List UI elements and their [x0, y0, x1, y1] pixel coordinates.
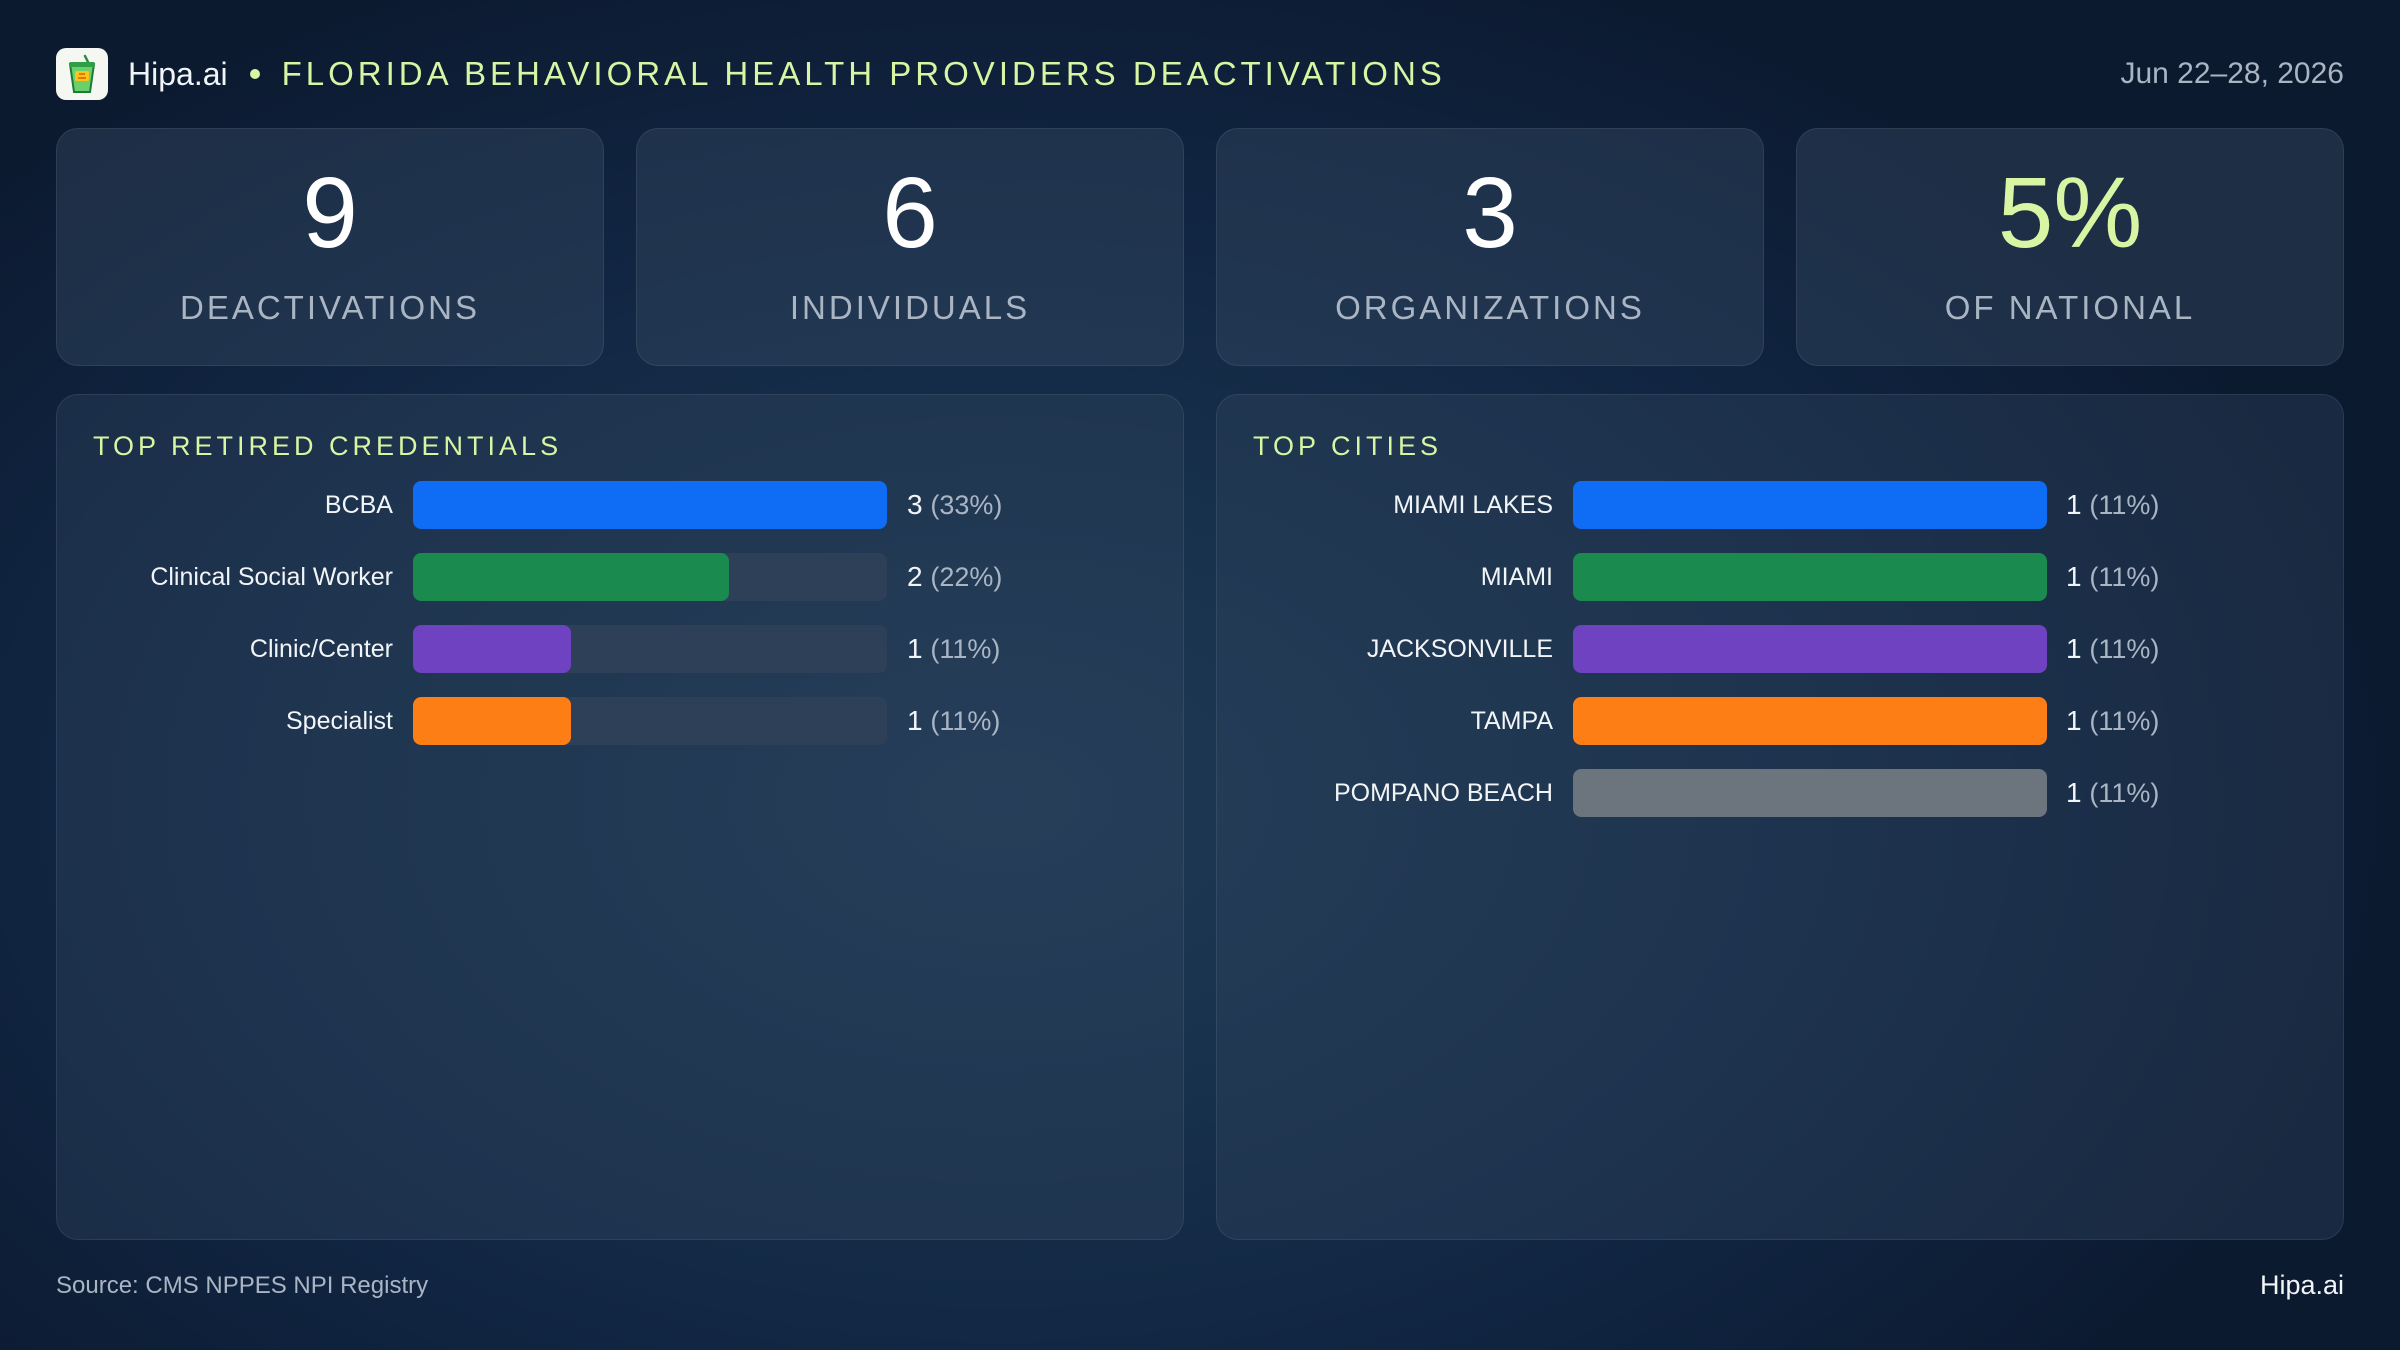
- bar-label: POMPANO BEACH: [1333, 779, 1553, 807]
- cities-chart-panel: TOP CITIES MIAMI LAKES 1 (11%) MIAMI 1 (11%…: [1216, 394, 2344, 1240]
- bar-percent: (11%): [2089, 778, 2160, 808]
- bar: [413, 553, 729, 601]
- bar-percent: (22%): [930, 562, 1003, 592]
- bar-percent: (11%): [2089, 706, 2160, 736]
- bar-label: TAMPA: [1470, 707, 1553, 735]
- bar-row: TAMPA 1 (11%): [1217, 697, 2345, 745]
- header: Hipa.ai FLORIDA BEHAVIORAL HEALTH PROVID…: [56, 46, 2344, 102]
- bar: [413, 625, 571, 673]
- stat-value: 3: [1462, 157, 1518, 269]
- bar-row: Clinic/Center 1 (11%): [57, 625, 1185, 673]
- bar-count: 1: [2066, 705, 2082, 736]
- stat-label: ORGANIZATIONS: [1335, 289, 1645, 326]
- chart-title: TOP CITIES: [1253, 431, 1443, 461]
- bar-row: JACKSONVILLE 1 (11%): [1217, 625, 2345, 673]
- bar: [1573, 625, 2047, 673]
- bar: [1573, 697, 2047, 745]
- bar-value-label: 1 (11%): [2066, 481, 2159, 529]
- bar-count: 1: [907, 633, 923, 664]
- bar-label: Clinical Social Worker: [150, 563, 393, 591]
- drink-cup-icon: [56, 48, 108, 100]
- bar-row: Clinical Social Worker 2 (22%): [57, 553, 1185, 601]
- bar-percent: (11%): [2089, 634, 2160, 664]
- bar-count: 2: [907, 561, 923, 592]
- bar-value-label: 1 (11%): [907, 625, 1000, 673]
- bar: [413, 481, 887, 529]
- bar-count: 3: [907, 489, 923, 520]
- bar-value-label: 3 (33%): [907, 481, 1002, 529]
- bar-value-label: 1 (11%): [2066, 697, 2159, 745]
- stat-value: 9: [302, 157, 358, 269]
- bar-count: 1: [2066, 489, 2082, 520]
- date-range: Jun 22–28, 2026: [2120, 57, 2344, 90]
- bar-label: MIAMI: [1480, 563, 1553, 591]
- bar: [413, 697, 571, 745]
- bar-label: MIAMI LAKES: [1393, 491, 1553, 519]
- bar-track: [1573, 697, 2047, 745]
- footer-brand: Hipa.ai: [2259, 1270, 2344, 1300]
- bar-row: MIAMI 1 (11%): [1217, 553, 2345, 601]
- bar: [1573, 553, 2047, 601]
- bar-track: [1573, 625, 2047, 673]
- page-title: FLORIDA BEHAVIORAL HEALTH PROVIDERS DEAC…: [281, 55, 1446, 92]
- bar-value-label: 1 (11%): [2066, 625, 2159, 673]
- bar-track: [413, 625, 887, 673]
- bar-count: 1: [2066, 561, 2082, 592]
- bar-count: 1: [907, 705, 923, 736]
- bar-track: [1573, 481, 2047, 529]
- bar-row: Specialist 1 (11%): [57, 697, 1185, 745]
- bar-row: MIAMI LAKES 1 (11%): [1217, 481, 2345, 529]
- bar-track: [413, 697, 887, 745]
- bar-value-label: 1 (11%): [2066, 553, 2159, 601]
- bar-label: JACKSONVILLE: [1366, 635, 1553, 663]
- bar-percent: (11%): [930, 634, 1001, 664]
- stat-value: 6: [882, 157, 938, 269]
- bar-value-label: 1 (11%): [2066, 769, 2159, 817]
- stat-label: DEACTIVATIONS: [180, 289, 480, 326]
- brand-name: Hipa.ai: [128, 55, 228, 92]
- bar-value-label: 1 (11%): [907, 697, 1000, 745]
- chart-title: TOP RETIRED CREDENTIALS: [93, 431, 563, 461]
- bar-row: BCBA 3 (33%): [57, 481, 1185, 529]
- stat-label: INDIVIDUALS: [789, 289, 1031, 326]
- bar-track: [1573, 769, 2047, 817]
- stat-label: OF NATIONAL: [1944, 289, 2196, 326]
- bar-percent: (11%): [930, 706, 1001, 736]
- bar: [1573, 769, 2047, 817]
- bar-value-label: 2 (22%): [907, 553, 1002, 601]
- stat-value: 5%: [1997, 157, 2143, 269]
- bar-percent: (11%): [2089, 562, 2160, 592]
- bar-track: [413, 481, 887, 529]
- source-note: Source: CMS NPPES NPI Registry: [56, 1272, 429, 1299]
- bar-count: 1: [2066, 777, 2082, 808]
- bar-label: BCBA: [324, 491, 393, 519]
- stat-card-individuals: 6 INDIVIDUALS: [636, 128, 1184, 366]
- separator-dot: [249, 69, 260, 79]
- stat-card-deactivations: 9 DEACTIVATIONS: [56, 128, 604, 366]
- credentials-chart-panel: TOP RETIRED CREDENTIALS BCBA 3 (33%) Clini…: [56, 394, 1184, 1240]
- bar-label: Specialist: [286, 707, 393, 735]
- stat-card-national-share: 5% OF NATIONAL: [1796, 128, 2344, 366]
- bar: [1573, 481, 2047, 529]
- bar-track: [413, 553, 887, 601]
- stat-card-organizations: 3 ORGANIZATIONS: [1216, 128, 1764, 366]
- bar-label: Clinic/Center: [249, 635, 393, 663]
- bar-track: [1573, 553, 2047, 601]
- bar-percent: (33%): [930, 490, 1003, 520]
- bar-percent: (11%): [2089, 490, 2160, 520]
- bar-row: POMPANO BEACH 1 (11%): [1217, 769, 2345, 817]
- bar-count: 1: [2066, 633, 2082, 664]
